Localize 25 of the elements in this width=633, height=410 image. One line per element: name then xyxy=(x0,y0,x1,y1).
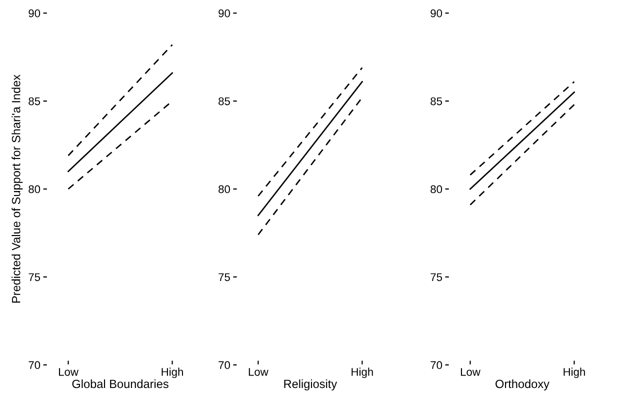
x-tick-label: High xyxy=(564,368,585,378)
y-tick-label: 70 xyxy=(218,361,230,370)
y-tick-label: 75 xyxy=(218,273,230,282)
x-tick-label: Low xyxy=(58,368,78,376)
y-tick-label: 85 xyxy=(218,97,230,106)
x-axis-title: Global Boundaries xyxy=(72,379,168,388)
y-tick-label: 90 xyxy=(28,9,40,18)
y-tick-label: 70 xyxy=(28,361,40,370)
y-tick-label: 70 xyxy=(430,361,442,370)
x-tick-label: High xyxy=(162,368,183,378)
y-tick-label: 75 xyxy=(28,273,40,282)
x-tick-label: High xyxy=(352,368,373,378)
y-tick-label: 80 xyxy=(28,185,40,194)
y-tick-label: 75 xyxy=(430,273,442,282)
y-tick-label: 80 xyxy=(218,185,230,194)
y-tick-label: 85 xyxy=(430,97,442,106)
x-axis-title: Orthodoxy xyxy=(496,379,550,390)
x-tick-label: Low xyxy=(248,368,268,376)
x-axis-title: Religiosity xyxy=(284,379,338,390)
y-axis-title: Predicted Value of Support for Shari'a Index xyxy=(12,74,23,303)
y-tick-label: 80 xyxy=(430,185,442,194)
x-tick-label: Low xyxy=(460,368,480,376)
y-tick-label: 85 xyxy=(28,97,40,106)
y-tick-label: 90 xyxy=(218,9,230,18)
y-tick-label: 90 xyxy=(430,9,442,18)
